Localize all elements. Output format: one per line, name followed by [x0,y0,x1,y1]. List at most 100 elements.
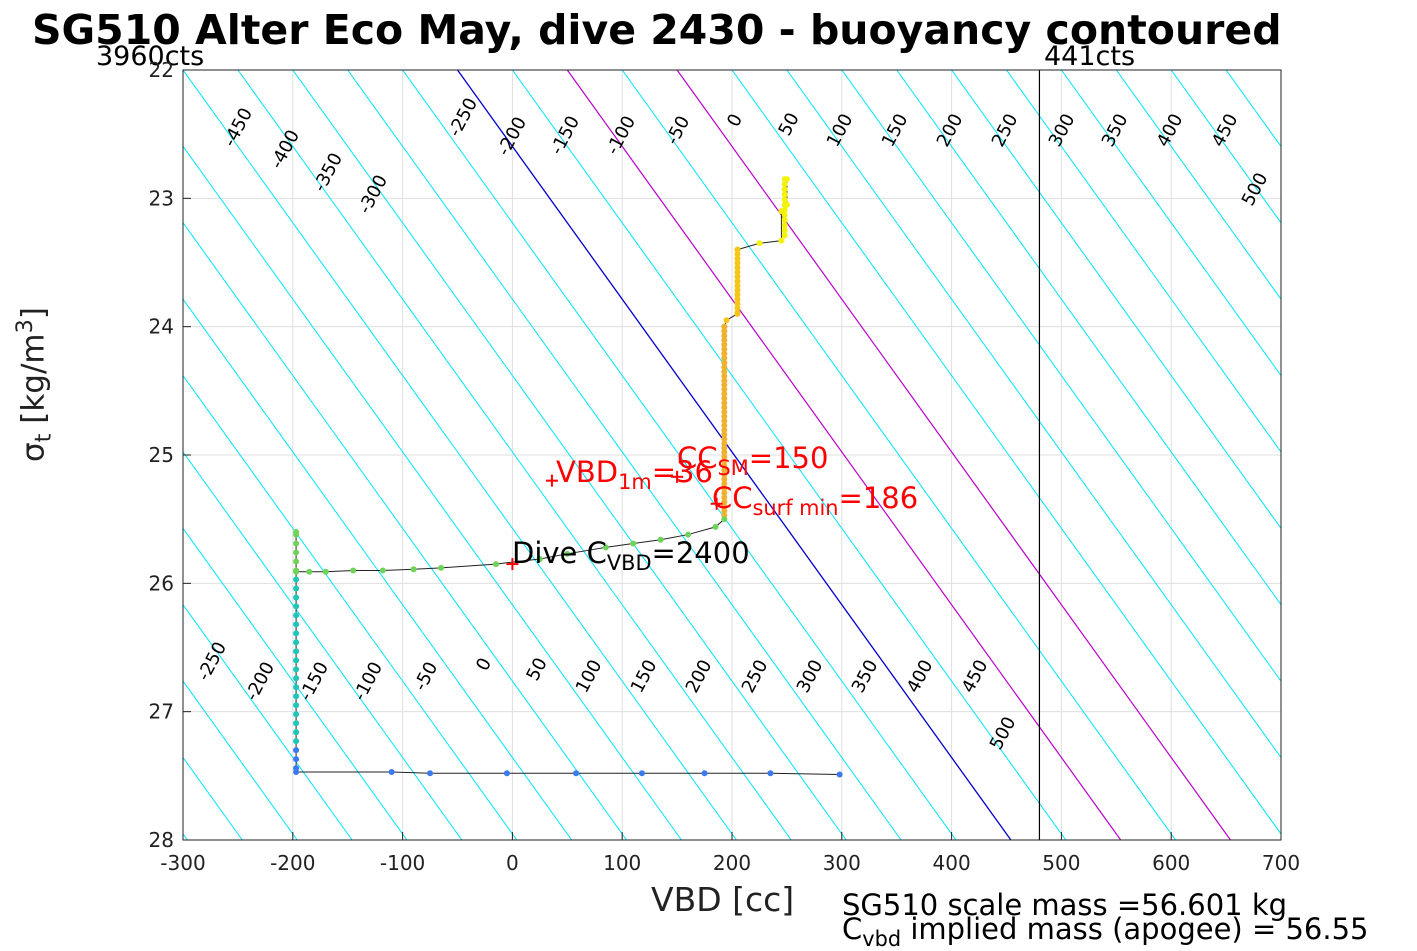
contour-label-upper: -150 [546,112,584,158]
contour-label-upper: -400 [266,126,304,172]
profile-point [721,324,727,330]
contour-line [1336,70,1417,840]
profile-point [293,568,299,574]
profile-point [293,657,299,663]
contour-label-upper: -100 [602,112,640,158]
x-tick-label: -100 [380,851,425,875]
contour-line [1391,70,1417,840]
profile-point [306,569,312,575]
x-tick-label: 500 [1042,851,1080,875]
contour-label-upper: -350 [309,149,347,195]
profile-point [389,769,395,775]
profile-point [782,186,788,192]
x-tick-label: 200 [713,851,751,875]
profile-point [293,756,299,762]
profile-point [837,772,843,778]
y-tick-label: 23 [149,186,174,210]
profile-point [293,621,299,627]
profile-point [784,202,790,208]
profile-point [293,648,299,654]
profile-point [782,227,788,233]
profile-point [293,594,299,600]
profile-point [767,770,773,776]
profile-point [293,532,299,538]
x-tick-label: -200 [270,851,315,875]
profile-point [724,317,730,323]
contour-label-lower: -50 [410,659,442,695]
profile-point [438,565,444,571]
profile-point [323,569,329,575]
profile-point [778,208,784,214]
profile-point [293,684,299,690]
x-tick-label: 100 [603,851,641,875]
contour-label-upper: 0 [723,110,747,130]
x-axis-label: VBD [cc] [651,880,794,919]
contour-label-lower: -150 [295,658,333,704]
contour-label-lower: 400 [903,656,938,696]
cc-sm-annotation: CCSM=150 [677,441,828,480]
x-tick-label: 400 [933,851,971,875]
profile-point [293,541,299,547]
contour-label-lower: -100 [349,658,387,704]
contour-label-lower: -200 [241,658,279,704]
profile-point [493,561,499,567]
profile-point [713,524,719,530]
contour-label-upper: 450 [1208,110,1243,150]
contour-label-lower: 0 [472,654,496,674]
profile-point [293,639,299,645]
profile-point [293,603,299,609]
profile-point [756,240,762,246]
profile-point [293,747,299,753]
contour-label-upper: 200 [933,110,968,150]
profile-point [293,738,299,744]
profile-point [293,729,299,735]
cc-surf-min-annotation: CCsurf min=186 [712,481,918,520]
y-tick-label: 25 [149,443,174,467]
contour-line [1281,70,1417,840]
profile-point [782,191,788,197]
x-tick-label: -300 [160,851,205,875]
profile-point [293,693,299,699]
profile-point [293,576,299,582]
contour-label-upper: -50 [662,113,694,149]
profile-point [293,702,299,708]
profile-point [293,550,299,556]
profile-point [782,233,788,239]
y-tick-label: 24 [149,315,174,339]
profile-point [350,568,356,574]
profile-point [293,765,299,771]
profile-point [293,559,299,565]
x-tick-label: 600 [1152,851,1190,875]
profile-point [293,630,299,636]
profile-point [427,770,433,776]
profile-point [639,770,645,776]
profile-point [293,720,299,726]
contour-label-lower: 50 [522,654,551,684]
contour-label-upper: 400 [1153,110,1188,150]
profile-point [293,675,299,681]
contour-label-lower: 300 [793,656,828,696]
profile-point [782,217,788,223]
contour-label-upper: -300 [354,171,392,217]
contour-label-lower: 450 [958,656,993,696]
contour-label-upper: 150 [878,110,913,150]
contour-label-lower: -250 [193,638,231,684]
y-tick-label: 26 [149,571,174,595]
contour-label-upper: 350 [1098,110,1133,150]
profile-point [293,585,299,591]
x-tick-label: 700 [1262,851,1300,875]
contour-label-upper: 100 [823,110,858,150]
profile-point [778,238,784,244]
profile-point [293,666,299,672]
profile-point [380,568,386,574]
y-axis-label: σt [kg/m3] [12,307,57,462]
contour-label-lower: 250 [738,656,773,696]
y-tick-label: 28 [149,828,174,852]
profile-point [782,222,788,228]
contour-label-lower: 200 [682,656,717,696]
contour-label-lower: 350 [848,656,883,696]
profile-point [782,181,788,187]
dive-cvbd-annotation: Dive CVBD=2400 [512,536,750,575]
y-tick-label: 27 [149,700,174,724]
x-tick-label: 0 [506,851,519,875]
